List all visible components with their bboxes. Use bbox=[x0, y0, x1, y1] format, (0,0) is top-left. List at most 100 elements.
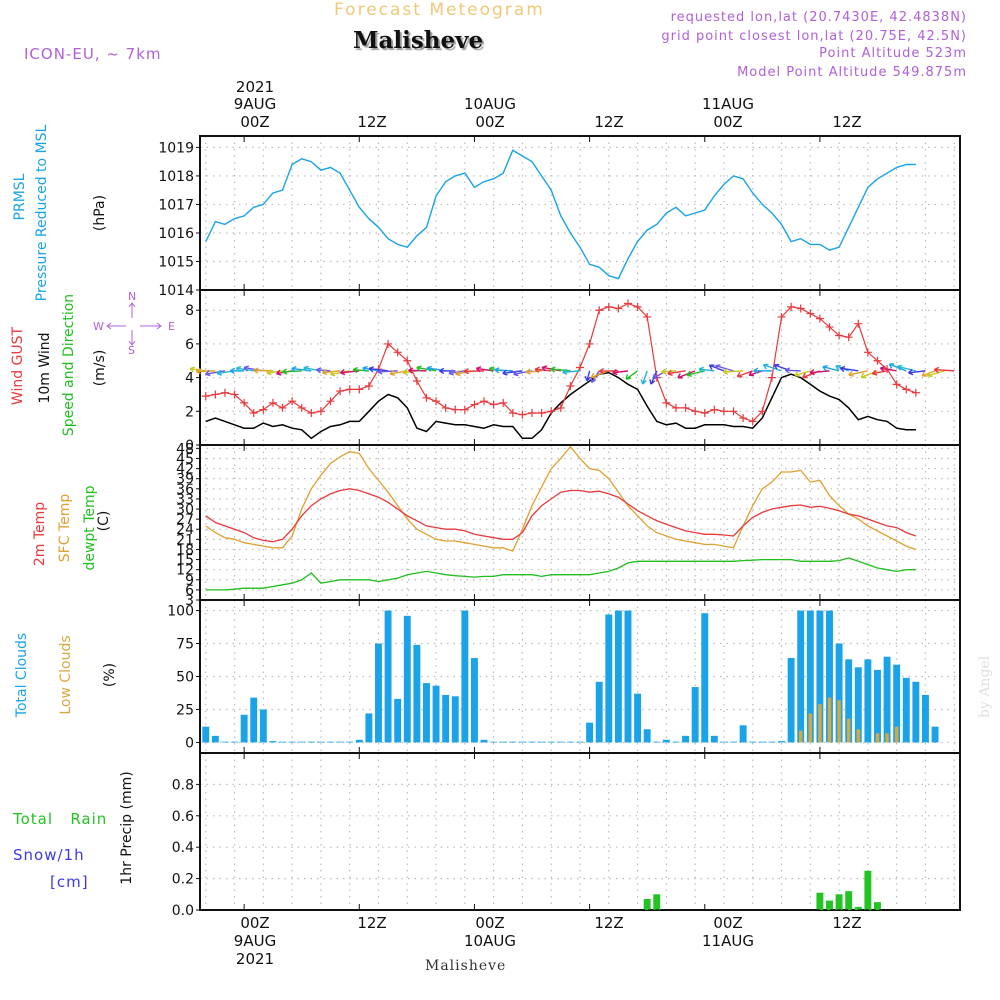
y-tick-label: 30 bbox=[176, 502, 194, 518]
low-cloud-bar bbox=[885, 733, 889, 743]
total-cloud-bar bbox=[461, 610, 469, 743]
wind-direction-arrow bbox=[784, 367, 801, 374]
y-tick-label: 8 bbox=[185, 303, 194, 319]
gust-marker bbox=[307, 408, 316, 417]
gust-marker bbox=[201, 392, 210, 401]
y-tick-label: 33 bbox=[176, 492, 194, 508]
gust-marker bbox=[691, 407, 700, 416]
wind-direction-arrow bbox=[879, 365, 897, 373]
total-cloud-bar bbox=[355, 739, 363, 743]
wind-direction-arrow bbox=[933, 366, 955, 374]
total-cloud-bar bbox=[864, 659, 872, 743]
sfc-temp-line bbox=[205, 445, 917, 552]
gust-marker bbox=[787, 302, 796, 311]
wind-direction-arrow bbox=[848, 370, 869, 377]
y-tick-label: 1016 bbox=[158, 226, 194, 242]
top-tick-3-hour: 12Z bbox=[594, 113, 624, 131]
rain-bar bbox=[643, 899, 651, 910]
low-cloud-bar bbox=[856, 729, 861, 743]
wind-direction-arrow bbox=[502, 369, 523, 376]
total-cloud-bar bbox=[470, 658, 478, 743]
gust-marker bbox=[604, 302, 613, 311]
bottom-tick-0-hour: 00Z bbox=[240, 914, 270, 932]
y-tick-label: 2 bbox=[185, 404, 194, 420]
total-cloud-bar bbox=[442, 694, 450, 743]
compass-n: N bbox=[128, 290, 137, 303]
rain-bar bbox=[653, 894, 661, 910]
dewpt-temp-line bbox=[205, 557, 916, 591]
gust-marker bbox=[739, 414, 748, 423]
y-tick-label: 1015 bbox=[158, 254, 194, 270]
total-cloud-bar bbox=[874, 669, 881, 743]
y-tick-label: 6 bbox=[185, 583, 194, 599]
y-tick-label: 4 bbox=[185, 371, 194, 387]
wind-direction-arrow bbox=[266, 369, 283, 376]
y-tick-label: 100 bbox=[167, 604, 194, 620]
y-tick-label: 6 bbox=[185, 337, 194, 353]
total-cloud-bar bbox=[432, 685, 440, 743]
gust-marker bbox=[412, 376, 421, 385]
wind-direction-arrow bbox=[748, 370, 763, 377]
wind-direction-arrow bbox=[612, 368, 629, 376]
y-tick-label: 0.4 bbox=[172, 840, 194, 856]
wind-direction-arrow bbox=[809, 369, 830, 376]
total-cloud-bar bbox=[883, 656, 891, 743]
total-cloud-bar bbox=[701, 613, 709, 743]
gust-marker bbox=[480, 397, 489, 406]
total-cloud-bar bbox=[787, 658, 795, 743]
wind-direction-arrow bbox=[896, 364, 917, 372]
y-tick-label: 27 bbox=[176, 512, 194, 528]
total-cloud-bar bbox=[912, 681, 920, 743]
total-cloud-bar bbox=[317, 741, 325, 743]
gust-marker bbox=[230, 390, 239, 399]
total-cloud-bar bbox=[768, 741, 776, 743]
total-cloud-bar bbox=[586, 722, 594, 743]
total-cloud-bar bbox=[682, 735, 690, 743]
gust-marker bbox=[911, 388, 920, 397]
compass-w: W bbox=[93, 320, 104, 333]
total-cloud-bar bbox=[902, 677, 910, 743]
rain-bar bbox=[835, 894, 843, 910]
total-cloud-bar bbox=[327, 741, 334, 743]
total-cloud-bar bbox=[634, 693, 642, 743]
wind-direction-arrow bbox=[550, 366, 571, 373]
gust-marker bbox=[240, 398, 249, 407]
total-cloud-bar bbox=[672, 741, 680, 743]
bottom-tick-0-year: 2021 bbox=[235, 950, 275, 968]
gust-marker bbox=[384, 339, 393, 348]
y-tick-label: 18 bbox=[176, 542, 194, 558]
gust-marker bbox=[854, 319, 863, 328]
total-cloud-bar bbox=[394, 698, 402, 743]
top-tick-4-hour: 00Z bbox=[713, 113, 743, 131]
gust-marker bbox=[806, 309, 815, 318]
model-label: ICON-EU, ~ 7km bbox=[24, 45, 162, 63]
bottom-tick-4-day: 11AUG bbox=[702, 932, 754, 950]
location-title: Malisheve bbox=[353, 27, 484, 54]
total-cloud-bar bbox=[758, 741, 766, 743]
gust-marker bbox=[748, 417, 757, 426]
gust-marker bbox=[643, 312, 652, 321]
gust-marker bbox=[719, 407, 728, 416]
total-cloud-bar bbox=[749, 741, 757, 743]
total-cloud-bar bbox=[336, 741, 344, 743]
wind-direction-arrow bbox=[822, 365, 840, 372]
pressure-line bbox=[205, 149, 916, 280]
gust-marker bbox=[249, 408, 258, 417]
rain-bar bbox=[864, 870, 872, 910]
total-cloud-bar bbox=[710, 735, 718, 743]
y-tick-label: 15 bbox=[176, 553, 194, 569]
total-cloud-bar bbox=[826, 610, 833, 743]
total-cloud-bar bbox=[720, 741, 728, 743]
top-tick-4-day: 11AUG bbox=[702, 95, 754, 113]
wind-direction-arrow bbox=[534, 366, 552, 373]
product-title: Forecast Meteogram bbox=[334, 0, 545, 20]
total-cloud-bar bbox=[509, 741, 517, 743]
panel-0-grid bbox=[200, 136, 960, 291]
total-cloud-bar bbox=[931, 726, 939, 743]
panel-4-grid bbox=[200, 753, 960, 911]
total-cloud-bar bbox=[605, 614, 613, 743]
total-cloud-bar bbox=[288, 741, 296, 743]
total-cloud-bar bbox=[557, 741, 565, 743]
gust-marker bbox=[259, 405, 268, 414]
y-tick-label: 0 bbox=[185, 438, 194, 454]
